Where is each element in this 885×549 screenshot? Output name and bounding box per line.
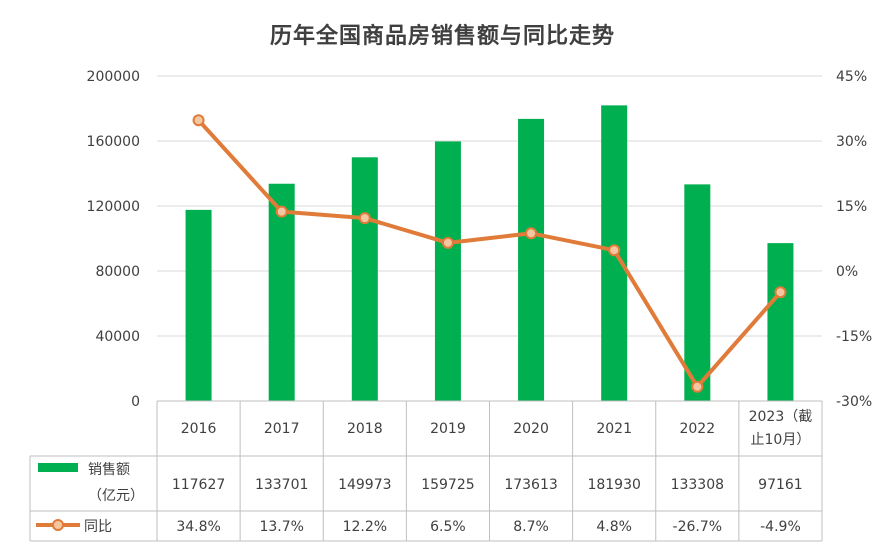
y-right-tick-label: 15%	[836, 199, 867, 215]
x-category-label: 2023（截	[749, 409, 813, 425]
data-label-sales: 97161	[758, 477, 803, 493]
data-label-sales: 173613	[504, 477, 557, 493]
point-2020	[525, 227, 538, 240]
y-right-tick-label: -30%	[836, 394, 872, 410]
point-2019	[441, 236, 454, 249]
data-label-sales: 133308	[671, 477, 724, 493]
x-category-label: 2021	[596, 421, 632, 437]
x-category-label: 止10月）	[751, 432, 811, 448]
legend-label-sales: （亿元）	[88, 488, 144, 504]
legend-swatch-sales	[38, 463, 78, 472]
data-label-yoy: 34.8%	[176, 519, 220, 535]
data-label-yoy: 12.2%	[343, 519, 387, 535]
y-left-tick-label: 80000	[95, 264, 140, 280]
x-category-label: 2016	[181, 421, 217, 437]
data-label-yoy: 6.5%	[430, 519, 466, 535]
bar-2017	[268, 183, 295, 401]
x-category-label: 2022	[679, 421, 715, 437]
data-label-sales: 117627	[172, 477, 225, 493]
x-category-label: 2017	[264, 421, 300, 437]
y-left-tick-label: 200000	[87, 69, 140, 85]
y-left-tick-label: 40000	[95, 329, 140, 345]
bar-2019	[434, 141, 461, 401]
bar-2022	[684, 184, 711, 401]
y-right-tick-label: -15%	[836, 329, 872, 345]
point-2017	[275, 205, 288, 218]
data-label-sales: 133701	[255, 477, 308, 493]
y-right-tick-label: 0%	[836, 264, 858, 280]
chart-title: 历年全国商品房销售额与同比走势	[269, 24, 615, 49]
x-category-label: 2020	[513, 421, 549, 437]
bar-2020	[518, 118, 545, 401]
bar-2018	[351, 157, 378, 401]
data-label-sales: 181930	[587, 477, 640, 493]
y-left-tick-label: 160000	[87, 134, 140, 150]
y-left-tick-label: 120000	[87, 199, 140, 215]
data-label-yoy: 4.8%	[596, 519, 632, 535]
legend-label-yoy: 同比	[84, 519, 112, 535]
data-label-yoy: -4.9%	[760, 519, 801, 535]
data-label-yoy: 8.7%	[513, 519, 549, 535]
data-label-yoy: -26.7%	[673, 519, 723, 535]
x-category-label: 2018	[347, 421, 383, 437]
line-series-yoy	[197, 118, 782, 389]
data-label-yoy: 13.7%	[259, 519, 303, 535]
y-right-tick-label: 45%	[836, 69, 867, 85]
point-2018	[358, 212, 371, 225]
legend-label-sales: 销售额	[88, 462, 130, 478]
bar-2016	[185, 209, 212, 401]
bar-2023（截止10月）	[767, 243, 794, 401]
point-2016	[192, 114, 205, 127]
y-right-tick-label: 30%	[836, 134, 867, 150]
data-label-sales: 159725	[421, 477, 474, 493]
point-2023（截止10月）	[774, 286, 787, 299]
legend-marker-yoy	[52, 519, 64, 531]
data-label-sales: 149973	[338, 477, 391, 493]
point-2021	[608, 244, 621, 257]
y-left-tick-label: 0	[131, 394, 140, 410]
x-category-label: 2019	[430, 421, 466, 437]
point-2022	[691, 380, 704, 393]
